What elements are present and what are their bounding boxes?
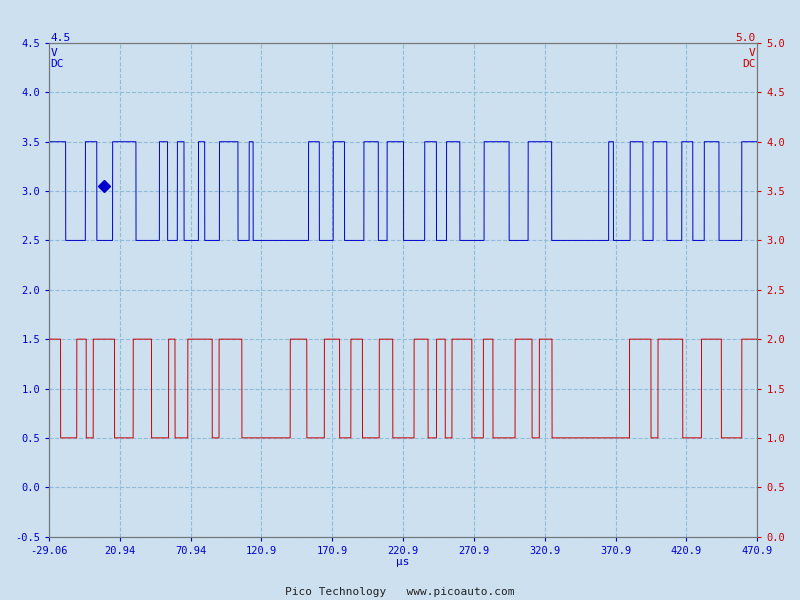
- Text: 4.5: 4.5: [50, 33, 70, 43]
- X-axis label: µs: µs: [396, 557, 410, 567]
- Text: Pico Technology   www.picoauto.com: Pico Technology www.picoauto.com: [286, 587, 514, 597]
- Text: DC: DC: [742, 59, 756, 69]
- Text: V: V: [749, 48, 756, 58]
- Text: DC: DC: [50, 59, 64, 69]
- Text: 5.0: 5.0: [735, 33, 756, 43]
- Text: V: V: [50, 48, 57, 58]
